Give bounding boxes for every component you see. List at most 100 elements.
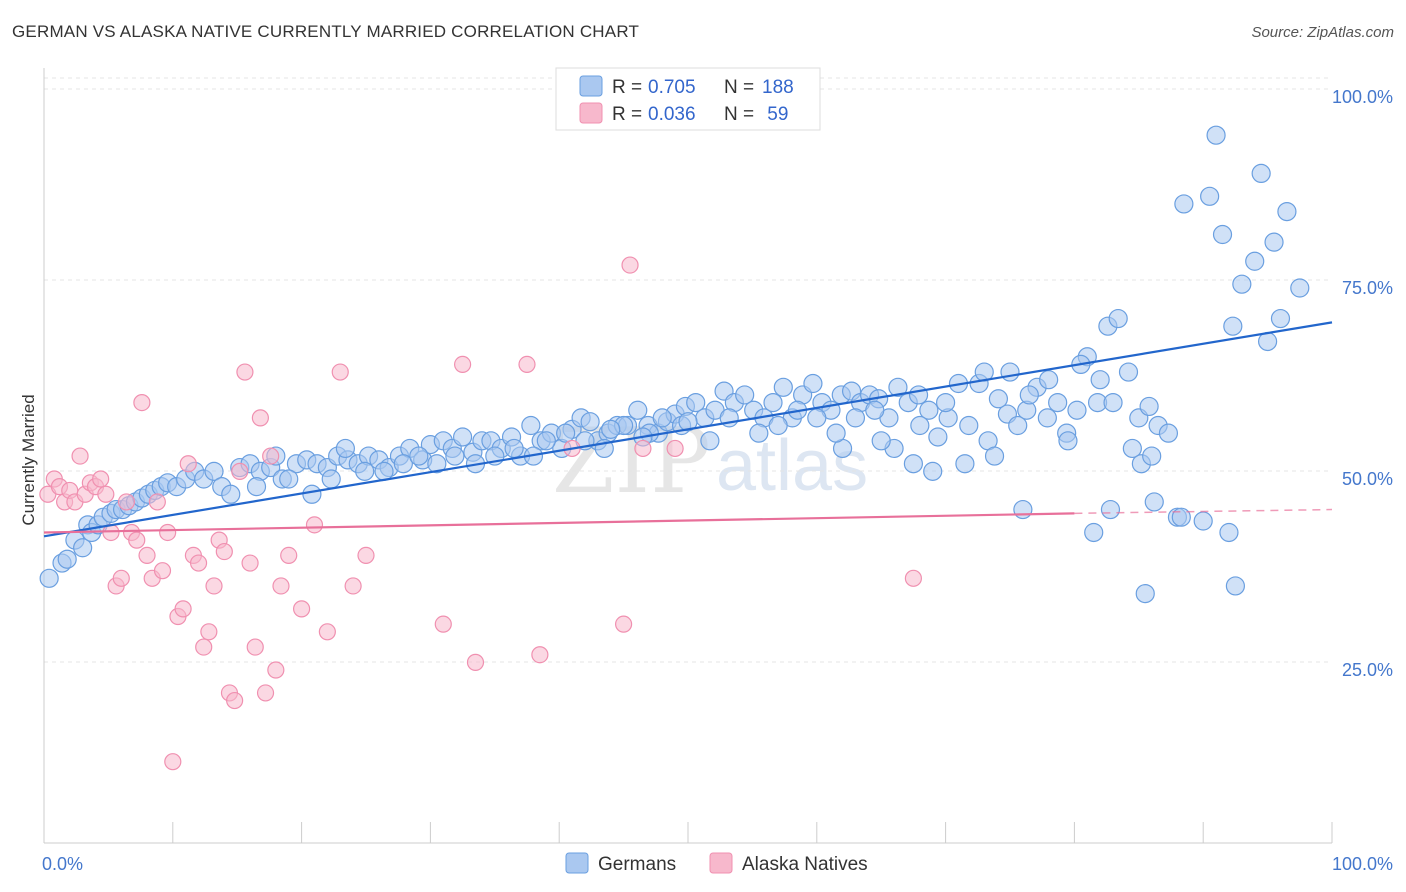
point-germans bbox=[652, 408, 672, 428]
point-germans bbox=[204, 461, 224, 481]
point-germans bbox=[628, 400, 648, 420]
legend-r-value: 0.036 bbox=[648, 104, 696, 125]
point-germans bbox=[984, 446, 1005, 466]
point-alaska-natives bbox=[256, 684, 275, 702]
chart-source: Source: ZipAtlas.com bbox=[1251, 24, 1394, 41]
point-germans bbox=[1212, 224, 1233, 245]
point-germans bbox=[1039, 370, 1059, 390]
point-alaska-natives bbox=[215, 542, 233, 561]
point-alaska-natives bbox=[614, 615, 633, 633]
point-germans bbox=[1171, 507, 1191, 527]
point-germans bbox=[700, 431, 720, 451]
legend-bottom-swatch-germans bbox=[565, 852, 589, 874]
point-alaska-natives bbox=[133, 394, 151, 412]
point-germans bbox=[1270, 308, 1291, 329]
point-germans bbox=[1245, 251, 1265, 271]
point-germans bbox=[871, 431, 891, 451]
point-germans bbox=[279, 469, 299, 489]
point-germans bbox=[246, 477, 267, 497]
point-germans bbox=[1158, 423, 1179, 443]
point-germans bbox=[580, 412, 600, 432]
point-germans bbox=[928, 427, 948, 447]
point-alaska-natives bbox=[434, 615, 452, 633]
point-germans bbox=[1100, 499, 1121, 520]
point-germans bbox=[923, 461, 943, 481]
point-germans bbox=[1144, 492, 1164, 512]
legend-n-label: N = bbox=[724, 77, 754, 98]
legend-bottom: Germans Alaska Natives bbox=[565, 852, 868, 875]
legend-r-label: R = bbox=[612, 77, 642, 98]
point-alaska-natives bbox=[97, 485, 115, 503]
legend-n-value: 188 bbox=[762, 77, 794, 98]
point-germans bbox=[1219, 522, 1239, 543]
point-germans bbox=[1037, 408, 1057, 428]
point-germans bbox=[1019, 385, 1039, 405]
point-germans bbox=[888, 377, 908, 397]
point-germans bbox=[807, 408, 827, 428]
point-alaska-natives bbox=[164, 753, 182, 771]
trend-layer bbox=[43, 321, 1333, 538]
legend-bottom-swatch-alaska bbox=[709, 852, 733, 874]
point-germans bbox=[735, 385, 755, 405]
legend-bottom-label-germans: Germans bbox=[598, 854, 676, 875]
y-tick-label: 50.0% bbox=[1342, 469, 1393, 489]
point-alaska-natives bbox=[331, 363, 349, 381]
point-germans bbox=[39, 568, 59, 588]
trend-line-germans bbox=[43, 321, 1333, 538]
point-alaska-natives bbox=[531, 646, 549, 664]
chart-title: GERMAN VS ALASKA NATIVE CURRENTLY MARRIE… bbox=[12, 22, 640, 41]
point-germans bbox=[1118, 362, 1139, 382]
point-germans bbox=[1174, 194, 1194, 214]
point-alaska-natives bbox=[305, 516, 324, 534]
point-alaska-natives bbox=[272, 577, 290, 595]
point-germans bbox=[1000, 362, 1020, 382]
point-germans bbox=[1232, 274, 1252, 294]
point-alaska-natives bbox=[357, 546, 375, 565]
point-alaska-natives bbox=[179, 455, 197, 473]
point-germans bbox=[908, 385, 929, 405]
point-germans bbox=[1277, 202, 1297, 222]
point-alaska-natives bbox=[231, 462, 249, 480]
trend-line-alaska-natives bbox=[43, 512, 1075, 534]
point-germans bbox=[845, 408, 866, 428]
point-alaska-natives bbox=[246, 638, 264, 656]
point-germans bbox=[773, 377, 793, 397]
point-germans bbox=[1264, 232, 1284, 252]
legend-n-label: N = bbox=[724, 104, 754, 125]
y-tick-label: 25.0% bbox=[1342, 660, 1393, 680]
point-germans bbox=[988, 389, 1009, 409]
point-alaska-natives bbox=[634, 439, 652, 458]
point-germans bbox=[1048, 393, 1068, 413]
point-alaska-natives bbox=[200, 623, 218, 641]
point-alaska-natives bbox=[280, 546, 298, 565]
point-alaska-natives bbox=[138, 546, 156, 565]
point-alaska-natives bbox=[159, 523, 177, 542]
point-germans bbox=[955, 454, 975, 474]
point-germans bbox=[453, 427, 473, 447]
point-alaska-natives bbox=[112, 569, 130, 587]
point-germans bbox=[57, 549, 77, 569]
point-alaska-natives bbox=[153, 562, 172, 580]
point-germans bbox=[763, 393, 783, 413]
points-layer bbox=[39, 125, 1310, 771]
trend-line-alaska-natives-extension bbox=[1074, 508, 1333, 515]
point-germans bbox=[536, 431, 556, 451]
legend-swatch-germans bbox=[579, 75, 603, 97]
point-germans bbox=[556, 423, 576, 443]
point-alaska-natives bbox=[518, 355, 536, 373]
point-alaska-natives bbox=[454, 355, 472, 373]
legend-swatch-alaska bbox=[579, 102, 603, 124]
x-tick-label-max: 100.0% bbox=[1332, 854, 1393, 874]
point-alaska-natives bbox=[236, 363, 254, 381]
point-germans bbox=[335, 438, 355, 459]
point-germans bbox=[686, 393, 706, 413]
point-alaska-natives bbox=[205, 577, 223, 595]
point-germans bbox=[374, 461, 394, 481]
point-germans bbox=[1090, 370, 1110, 390]
legend-bottom-label-alaska: Alaska Natives bbox=[742, 854, 868, 875]
point-germans bbox=[1225, 576, 1246, 596]
point-germans bbox=[427, 454, 447, 474]
point-germans bbox=[1142, 446, 1162, 466]
y-axis-title: Currently Married bbox=[19, 394, 38, 525]
axes-layer: 0.0% 100.0% bbox=[42, 68, 1393, 874]
